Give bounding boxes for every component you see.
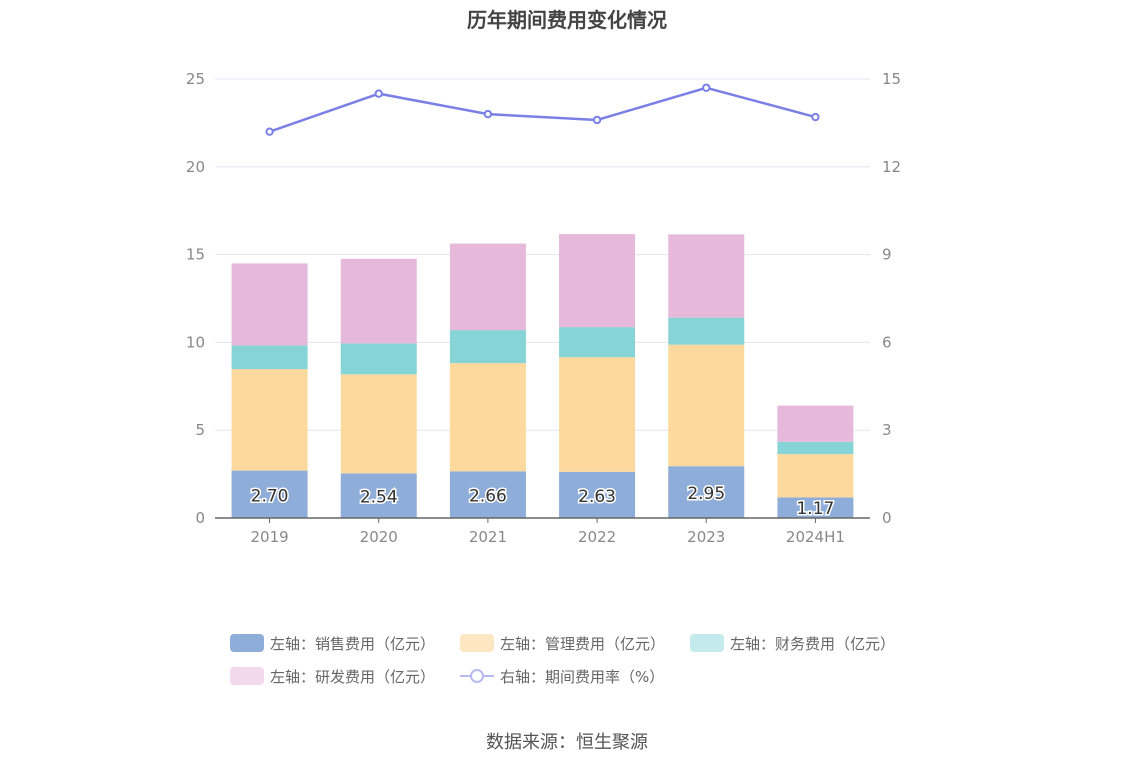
x-axis-tick-label: 2023 xyxy=(687,528,725,546)
legend-item-sales[interactable]: 左轴：销售费用（亿元） xyxy=(230,630,435,656)
data-label-sales: 2.66 xyxy=(469,487,507,507)
legend-label-rnd: 左轴：研发费用（亿元） xyxy=(270,667,436,686)
x-axis-tick-label: 2024H1 xyxy=(786,528,845,546)
legend-swatch-finance xyxy=(690,634,724,652)
chart-svg: 0 5 10 15 20 25 0 3 6 9 12 15 2019 2020 2021 2022 2023 20… xyxy=(186,70,901,546)
bar-rnd xyxy=(340,258,417,344)
bar-sales xyxy=(668,466,745,518)
bar-admin xyxy=(340,374,417,474)
bar-rnd xyxy=(449,243,526,331)
legend-swatch-admin xyxy=(460,634,494,652)
bar-finance xyxy=(449,330,526,364)
bar-sales xyxy=(449,471,526,518)
data-label-sales: 2.95 xyxy=(687,484,725,504)
x-axis-tick-label: 2021 xyxy=(469,528,507,546)
data-source: 数据来源：恒生聚源 xyxy=(486,732,648,753)
x-axis-tick-label: 2019 xyxy=(250,528,288,546)
legend-item-rnd[interactable]: 左轴：研发费用（亿元） xyxy=(230,663,435,689)
rate-point xyxy=(374,89,383,98)
legend-swatch-rate xyxy=(460,667,494,685)
bar-finance xyxy=(231,345,308,370)
x-axis-tick-label: 2022 xyxy=(578,528,616,546)
bar-finance xyxy=(668,317,745,345)
rate-point xyxy=(483,109,493,119)
rate-line xyxy=(269,86,816,133)
legend-label-sales: 左轴：销售费用（亿元） xyxy=(270,634,436,653)
bar-admin xyxy=(777,454,854,498)
left-axis-tick-label: 20 xyxy=(186,158,205,176)
legend-label-finance: 左轴：财务费用（亿元） xyxy=(730,634,896,653)
bar-rnd xyxy=(777,405,854,442)
data-label-sales: 1.17 xyxy=(796,499,834,519)
right-axis-tick-label: 6 xyxy=(882,333,892,351)
right-axis-tick-label: 12 xyxy=(882,158,901,176)
bar-sales xyxy=(231,470,308,518)
right-axis-tick-label: 15 xyxy=(882,70,901,88)
bar-finance xyxy=(340,343,417,375)
data-label-sales: 2.54 xyxy=(360,488,398,508)
right-axis-tick-label: 0 xyxy=(882,509,892,527)
bar-admin xyxy=(668,344,745,467)
left-axis-tick-label: 25 xyxy=(186,70,205,88)
bar-rnd xyxy=(231,263,308,346)
rate-point xyxy=(592,115,602,125)
legend-item-admin[interactable]: 左轴：管理费用（亿元） xyxy=(460,630,665,656)
right-axis-tick-label: 3 xyxy=(882,421,892,439)
bar-sales xyxy=(340,473,417,518)
rate-point xyxy=(702,83,711,92)
data-label-sales: 2.63 xyxy=(578,487,616,507)
legend-swatch-sales xyxy=(230,634,264,652)
legend-item-rate[interactable]: 右轴：期间费用率（%） xyxy=(460,663,664,689)
bar-admin xyxy=(231,369,308,471)
x-axis-tick-label: 2020 xyxy=(360,528,398,546)
bar-admin xyxy=(449,363,526,472)
left-axis-tick-label: 10 xyxy=(186,333,205,351)
bar-admin xyxy=(559,357,636,472)
bar-sales xyxy=(777,497,854,518)
legend-label-rate: 右轴：期间费用率（%） xyxy=(500,667,665,686)
bar-sales xyxy=(559,471,636,518)
bar-finance xyxy=(777,441,854,455)
bar-rnd xyxy=(559,234,636,328)
bar-rnd xyxy=(668,234,745,318)
rate-point xyxy=(811,112,820,122)
left-axis-tick-label: 5 xyxy=(195,421,205,439)
legend-label-admin: 左轴：管理费用（亿元） xyxy=(500,634,666,653)
data-label-sales: 2.70 xyxy=(251,486,289,506)
bar-finance xyxy=(559,327,636,358)
left-axis-tick-label: 15 xyxy=(186,246,205,264)
right-axis-tick-label: 9 xyxy=(882,246,892,264)
legend-item-finance[interactable]: 左轴：财务费用（亿元） xyxy=(690,630,895,656)
rate-point xyxy=(265,127,274,136)
chart-title: 历年期间费用变化情况 xyxy=(467,8,667,32)
legend-swatch-rnd xyxy=(230,667,264,685)
left-axis-tick-label: 0 xyxy=(195,509,205,527)
